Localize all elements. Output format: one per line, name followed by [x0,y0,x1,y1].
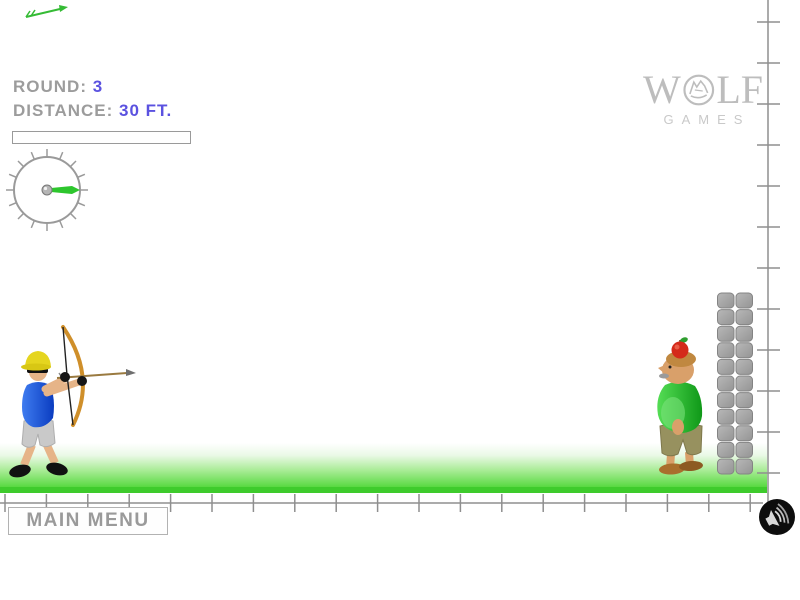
dial-needle [51,186,80,194]
logo-word: W LF [643,70,763,110]
logo-prefix: W [643,67,681,112]
target-shoe [679,460,703,472]
round-row: ROUND: 3 [13,75,172,99]
power-meter-bar [12,131,191,144]
archer-shoe [46,462,68,476]
archer-hat [25,351,51,367]
round-value: 3 [92,77,104,96]
round-label: ROUND: [13,77,87,96]
main-menu-label: MAIN MENU [26,510,150,531]
archer-shoe [9,464,31,478]
vertical-ruler [757,0,780,504]
ground-gradient [0,443,767,487]
hud-panel: ROUND: 3 DISTANCE: 30 FT. [13,75,172,123]
target-shoe [659,463,685,475]
logo-suffix: LF [716,67,763,112]
logo-subtitle: GAMES [663,112,751,127]
distance-label: DISTANCE: [13,101,114,120]
distance-value: 30 FT. [119,101,173,120]
apple-leaf [680,337,688,343]
wolf-head-logo-icon [683,74,714,106]
target-person-sprite [657,337,703,475]
speaker-icon [765,503,790,526]
stone-column [717,292,753,475]
sound-toggle-button[interactable] [757,497,797,537]
main-menu-button[interactable]: MAIN MENU [8,507,168,535]
archer-sprite [9,325,136,478]
distance-row: DISTANCE: 30 FT. [13,99,172,123]
wolf-games-logo: W LF GAMES [643,70,763,128]
flying-arrow-sprite [25,5,68,18]
power-angle-dial [6,149,88,231]
apple [671,341,689,359]
ground-edge-strip [0,487,767,493]
